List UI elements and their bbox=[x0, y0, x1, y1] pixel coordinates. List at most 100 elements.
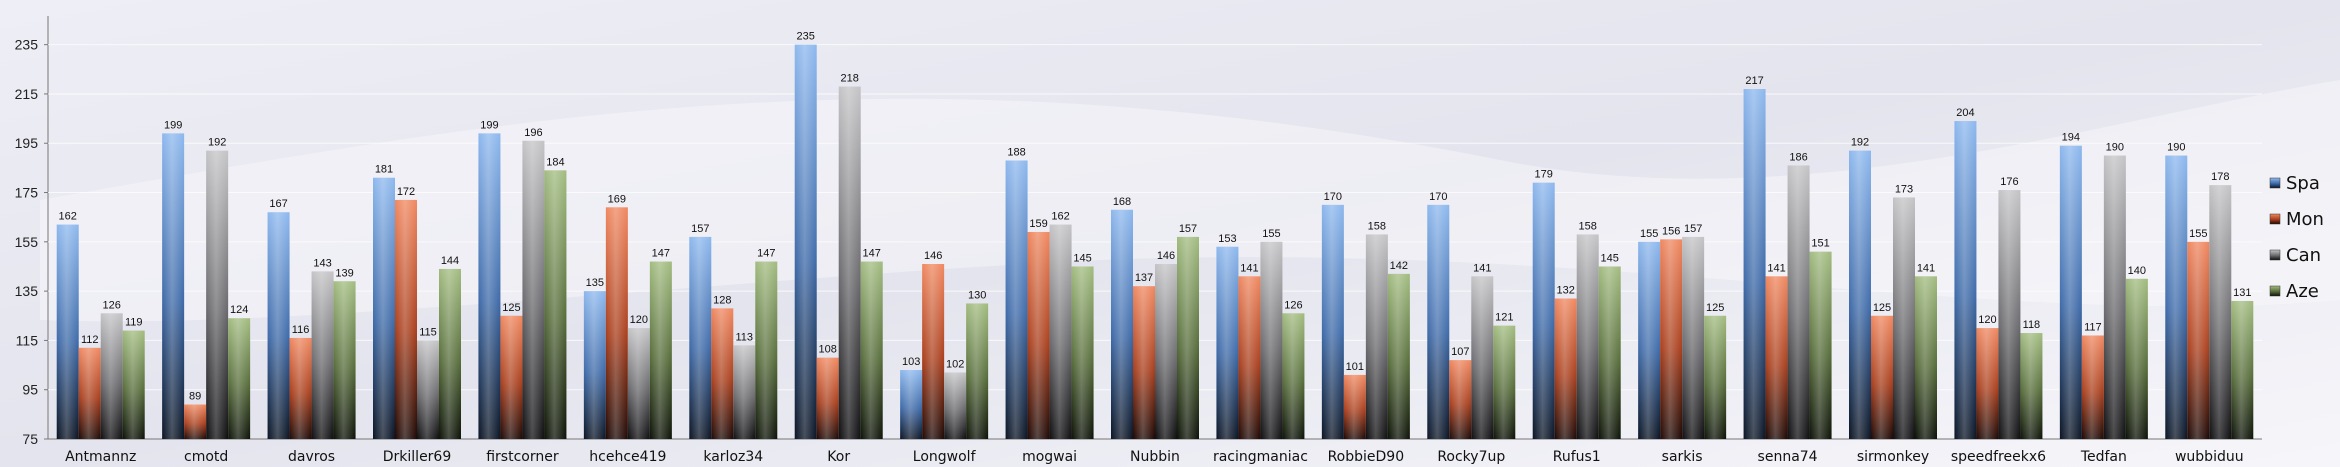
x-tick-label: Drkiller69 bbox=[383, 449, 452, 465]
bar-sheen bbox=[56, 224, 79, 439]
data-label: 196 bbox=[524, 127, 542, 139]
legend-swatch-aze bbox=[2269, 285, 2281, 297]
x-tick-label: sirmonkey bbox=[1857, 449, 1929, 465]
data-label: 194 bbox=[2062, 132, 2080, 144]
bar-sheen bbox=[1387, 273, 1410, 439]
data-label: 169 bbox=[608, 193, 626, 205]
bar-sheen bbox=[2020, 333, 2043, 439]
bar-sheen bbox=[373, 177, 395, 439]
bar-sheen bbox=[544, 170, 567, 440]
x-tick-label: karloz34 bbox=[703, 449, 763, 465]
data-label: 155 bbox=[1640, 228, 1658, 240]
data-label: 108 bbox=[819, 344, 837, 356]
data-label: 172 bbox=[397, 186, 415, 198]
bar-sheen bbox=[2231, 300, 2254, 439]
data-label: 147 bbox=[863, 248, 881, 260]
bar-sheen bbox=[1576, 234, 1599, 439]
x-tick-label: mogwai bbox=[1022, 449, 1077, 465]
bar-sheen bbox=[1282, 313, 1305, 439]
data-label: 143 bbox=[313, 257, 331, 269]
data-label: 120 bbox=[1978, 314, 1996, 326]
data-label: 120 bbox=[630, 314, 648, 326]
x-tick-label: hcehce419 bbox=[589, 449, 666, 465]
bar-sheen bbox=[78, 347, 101, 439]
data-label: 170 bbox=[1324, 191, 1342, 203]
x-tick-label: racingmaniac bbox=[1213, 449, 1308, 465]
bar-sheen bbox=[2103, 155, 2126, 439]
bar-sheen bbox=[583, 291, 606, 439]
bar-sheen bbox=[900, 369, 923, 439]
x-tick-label: wubbiduu bbox=[2175, 449, 2244, 465]
bar-sheen bbox=[2081, 335, 2104, 439]
bar-sheen bbox=[2187, 241, 2210, 439]
data-label: 89 bbox=[189, 390, 201, 402]
data-label: 167 bbox=[269, 198, 287, 210]
bar-sheen bbox=[1787, 165, 1810, 439]
bar-sheen bbox=[206, 150, 229, 440]
bar-sheen bbox=[439, 268, 461, 439]
bar-sheen bbox=[1133, 286, 1155, 439]
data-label: 103 bbox=[902, 356, 920, 368]
data-label: 162 bbox=[59, 211, 77, 223]
legend-swatch-can bbox=[2269, 249, 2281, 261]
bar-sheen bbox=[860, 261, 883, 439]
data-label: 125 bbox=[502, 302, 520, 314]
bar-sheen bbox=[649, 261, 672, 439]
y-tick-label: 155 bbox=[15, 234, 39, 250]
data-label: 115 bbox=[419, 326, 437, 338]
x-tick-label: sarkis bbox=[1662, 449, 1703, 465]
data-label: 156 bbox=[1662, 225, 1680, 237]
bar-sheen bbox=[267, 212, 290, 439]
y-tick-label: 75 bbox=[22, 431, 38, 447]
data-label: 144 bbox=[441, 255, 459, 267]
bar-sheen bbox=[500, 315, 523, 439]
data-label: 184 bbox=[546, 156, 564, 168]
data-label: 135 bbox=[586, 277, 604, 289]
data-label: 125 bbox=[1873, 302, 1891, 314]
bar-sheen bbox=[1704, 315, 1727, 439]
x-tick-label: Kor bbox=[827, 449, 850, 465]
data-label: 179 bbox=[1535, 169, 1553, 181]
bar-sheen bbox=[922, 264, 945, 439]
bar-sheen bbox=[1915, 276, 1937, 439]
x-tick-label: speedfreekx6 bbox=[1951, 449, 2046, 465]
data-label: 102 bbox=[946, 358, 964, 370]
y-tick-label: 95 bbox=[22, 382, 38, 398]
bar-sheen bbox=[1532, 182, 1555, 439]
bar-sheen bbox=[1765, 276, 1788, 439]
bar-sheen bbox=[1976, 328, 1999, 439]
data-label: 157 bbox=[691, 223, 709, 235]
x-tick-label: Rufus1 bbox=[1553, 449, 1601, 465]
bar-sheen bbox=[1871, 315, 1893, 439]
bar-sheen bbox=[1260, 241, 1283, 439]
bar-sheen bbox=[1111, 209, 1133, 439]
bar-sheen bbox=[1049, 224, 1072, 439]
data-label: 119 bbox=[125, 317, 143, 329]
bar-sheen bbox=[816, 357, 839, 439]
bar-sheen bbox=[966, 303, 989, 439]
x-tick-label: firstcorner bbox=[486, 449, 559, 465]
bar-sheen bbox=[1005, 160, 1028, 440]
data-label: 151 bbox=[1811, 238, 1829, 250]
bar-sheen bbox=[1954, 121, 1977, 439]
data-label: 159 bbox=[1029, 218, 1047, 230]
x-tick-label: Antmannz bbox=[65, 449, 136, 465]
bar-sheen bbox=[1743, 89, 1766, 439]
data-label: 141 bbox=[1767, 262, 1785, 274]
bar-sheen bbox=[733, 345, 756, 439]
data-label: 204 bbox=[1956, 107, 1974, 119]
data-label: 116 bbox=[292, 324, 310, 336]
bar-sheen bbox=[1427, 204, 1450, 439]
bar-sheen bbox=[689, 236, 712, 439]
data-label: 118 bbox=[2023, 319, 2041, 331]
bar-sheen bbox=[1216, 246, 1239, 439]
bar-sheen bbox=[395, 199, 417, 439]
data-label: 117 bbox=[2084, 321, 2102, 333]
data-label: 188 bbox=[1007, 146, 1025, 158]
bar-sheen bbox=[1177, 236, 1199, 439]
data-label: 145 bbox=[1601, 252, 1619, 264]
x-tick-label: Rocky7up bbox=[1437, 449, 1505, 465]
data-label: 170 bbox=[1429, 191, 1447, 203]
